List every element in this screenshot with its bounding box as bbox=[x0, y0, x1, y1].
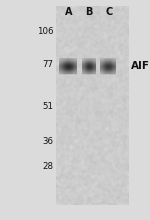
Text: 36: 36 bbox=[42, 138, 53, 146]
Text: C: C bbox=[105, 7, 112, 17]
Text: AIF: AIF bbox=[131, 61, 150, 71]
Text: 106: 106 bbox=[37, 28, 53, 36]
Text: 77: 77 bbox=[42, 61, 53, 69]
Text: 51: 51 bbox=[42, 102, 53, 111]
Text: 28: 28 bbox=[42, 162, 53, 170]
Text: B: B bbox=[85, 7, 93, 17]
Text: A: A bbox=[64, 7, 72, 17]
